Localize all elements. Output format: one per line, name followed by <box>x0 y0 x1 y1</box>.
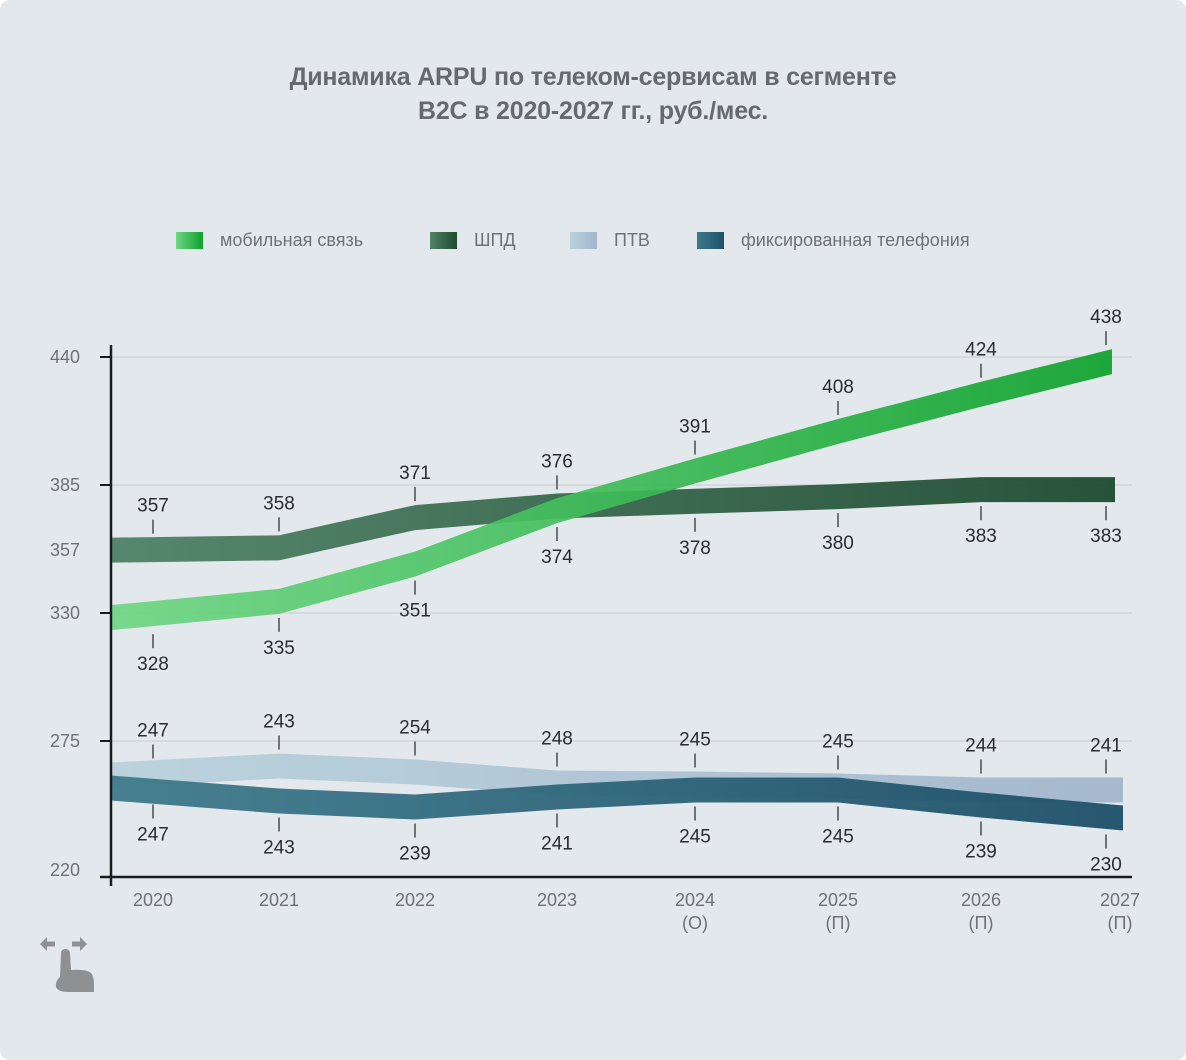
legend-label-broadband: ШПД <box>474 229 516 250</box>
x-tick-label: (О) <box>682 913 708 933</box>
x-tick-label: 2025 <box>818 890 858 910</box>
value-label-paytv: 241 <box>1090 736 1122 757</box>
x-tick-label: 2027 <box>1100 890 1140 910</box>
y-tick-label: 220 <box>50 860 80 880</box>
value-label-broadband: 383 <box>965 526 997 547</box>
value-label-mobile: 438 <box>1090 307 1122 328</box>
value-label-paytv: 248 <box>541 729 573 750</box>
legend-item-broadband[interactable]: ШПД <box>430 228 516 252</box>
value-label-broadband: 378 <box>679 538 711 559</box>
x-tick-label: 2026 <box>961 890 1001 910</box>
value-label-mobile: 374 <box>541 547 573 568</box>
chart-title: Динамика ARPU по телеком-сервисам в сегм… <box>0 60 1186 128</box>
legend-label-paytv: ПТВ <box>614 229 650 250</box>
value-label-paytv: 254 <box>399 718 431 739</box>
value-label-broadband: 358 <box>263 493 295 514</box>
series-bands <box>111 349 1123 831</box>
value-label-paytv: 244 <box>965 736 997 757</box>
legend-swatch-paytv <box>570 231 597 249</box>
legend-label-mobile: мобильная связь <box>220 229 364 250</box>
value-label-broadband: 357 <box>137 496 169 517</box>
x-tick-label: (П) <box>1108 913 1133 933</box>
value-label-mobile: 351 <box>399 601 431 622</box>
value-label-paytv: 243 <box>263 712 295 733</box>
value-label-mobile: 391 <box>679 417 711 438</box>
chart-title-line-1: Динамика ARPU по телеком-сервисам в сегм… <box>289 63 897 91</box>
value-label-mobile: 408 <box>822 377 854 398</box>
x-tick-label: (П) <box>826 913 851 933</box>
y-tick-label: 357 <box>50 540 80 560</box>
x-tick-label: 2020 <box>133 890 173 910</box>
value-label-fixed-telephony: 243 <box>263 838 295 859</box>
legend-item-fixed-telephony[interactable]: фиксированная телефония <box>697 228 970 252</box>
series-band-mobile <box>111 349 1112 631</box>
value-label-fixed-telephony: 247 <box>137 825 169 846</box>
y-tick-label: 385 <box>50 475 80 495</box>
x-tick-label: 2021 <box>259 890 299 910</box>
legend-item-paytv[interactable]: ПТВ <box>570 228 650 252</box>
legend-swatch-broadband <box>430 231 457 249</box>
legend: мобильная связь ШПД ПТВ фиксированная те… <box>0 228 1186 252</box>
chart-title-line-2: B2C в 2020-2027 гг., руб./мес. <box>417 97 769 125</box>
x-tick-label: 2024 <box>675 890 715 910</box>
legend-item-mobile[interactable]: мобильная связь <box>176 228 363 252</box>
value-label-broadband: 371 <box>399 463 431 484</box>
value-label-mobile: 424 <box>965 340 997 361</box>
series-band-fixed-telephony <box>111 775 1123 831</box>
value-label-broadband: 383 <box>1090 526 1122 547</box>
value-label-fixed-telephony: 241 <box>541 834 573 855</box>
x-tick-label: 2023 <box>537 890 577 910</box>
value-label-broadband: 376 <box>541 451 573 472</box>
value-label-broadband: 380 <box>822 533 854 554</box>
value-label-fixed-telephony: 230 <box>1090 855 1122 876</box>
x-tick-label: 2022 <box>395 890 435 910</box>
value-label-fixed-telephony: 239 <box>965 842 997 863</box>
value-label-mobile: 335 <box>263 638 295 659</box>
legend-swatch-mobile <box>176 231 203 249</box>
value-label-fixed-telephony: 245 <box>679 827 711 848</box>
value-labels: 328 335 351 374 391 408 424 438 357 358 371 376 378 3… <box>137 307 1122 875</box>
value-label-fixed-telephony: 245 <box>822 827 854 848</box>
series-band-broadband <box>111 477 1115 563</box>
value-label-mobile: 328 <box>137 654 169 675</box>
value-label-fixed-telephony: 239 <box>399 844 431 865</box>
swipe-horizontal-icon <box>40 937 94 992</box>
x-tick-label: (П) <box>969 913 994 933</box>
axes: 440 385 357 330 275 220 2020 2021 2022 2023 2024 (О… <box>50 345 1140 933</box>
value-label-paytv: 245 <box>679 730 711 751</box>
legend-label-fixed-telephony: фиксированная телефония <box>741 229 970 250</box>
value-label-paytv: 247 <box>137 721 169 742</box>
value-label-paytv: 245 <box>822 732 854 753</box>
y-tick-label: 330 <box>50 603 80 623</box>
y-tick-label: 275 <box>50 731 80 751</box>
legend-swatch-fixed-telephony <box>697 231 724 249</box>
y-tick-label: 440 <box>50 347 80 367</box>
